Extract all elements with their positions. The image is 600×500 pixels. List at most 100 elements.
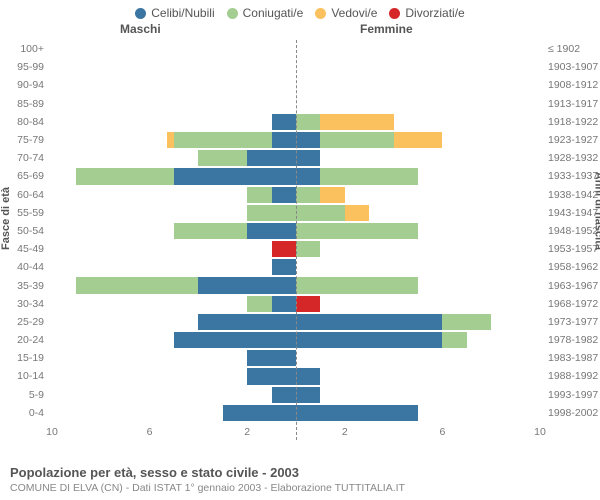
female-bar — [296, 296, 540, 312]
age-label: 55-59 — [17, 207, 52, 219]
bar-segment-celibi — [174, 332, 296, 348]
birth-year-label: 1918-1922 — [540, 116, 598, 128]
legend-swatch — [135, 8, 146, 19]
age-label: 40-44 — [17, 261, 52, 273]
bar-segment-coniugati — [296, 205, 345, 221]
bar-segment-celibi — [296, 168, 320, 184]
female-bar — [296, 314, 540, 330]
bar-segment-celibi — [247, 150, 296, 166]
bar-segment-celibi — [272, 187, 296, 203]
bar-segment-celibi — [247, 223, 296, 239]
male-bar — [52, 187, 296, 203]
legend-label: Divorziati/e — [405, 6, 464, 20]
bar-segment-celibi — [296, 314, 442, 330]
female-bar — [296, 132, 540, 148]
footer-title: Popolazione per età, sesso e stato civil… — [10, 465, 590, 480]
female-bar — [296, 368, 540, 384]
male-bar — [52, 114, 296, 130]
birth-year-label: 1908-1912 — [540, 79, 598, 91]
female-bar — [296, 405, 540, 421]
birth-year-label: 1953-1957 — [540, 243, 598, 255]
female-bar — [296, 259, 540, 275]
birth-year-label: 1923-1927 — [540, 134, 598, 146]
bar-segment-celibi — [198, 277, 296, 293]
legend-swatch — [315, 8, 326, 19]
legend-label: Coniugati/e — [243, 6, 304, 20]
male-bar — [52, 387, 296, 403]
bar-segment-coniugati — [198, 150, 247, 166]
age-label: 30-34 — [17, 298, 52, 310]
age-label: 65-69 — [17, 170, 52, 182]
legend-item: Divorziati/e — [389, 6, 464, 20]
birth-year-label: ≤ 1902 — [540, 43, 580, 55]
bar-segment-celibi — [272, 132, 296, 148]
bar-segment-vedovi — [394, 132, 443, 148]
female-bar — [296, 41, 540, 57]
bar-segment-vedovi — [320, 114, 393, 130]
legend-item: Coniugati/e — [227, 6, 304, 20]
legend-item: Vedovi/e — [315, 6, 377, 20]
male-bar — [52, 150, 296, 166]
male-bar — [52, 296, 296, 312]
bar-segment-celibi — [272, 259, 296, 275]
bar-segment-divorziati — [272, 241, 296, 257]
age-label: 50-54 — [17, 225, 52, 237]
bar-segment-coniugati — [247, 296, 271, 312]
birth-year-label: 1978-1982 — [540, 334, 598, 346]
age-label: 90-94 — [17, 79, 52, 91]
male-bar — [52, 223, 296, 239]
birth-year-label: 1948-1952 — [540, 225, 598, 237]
male-bar — [52, 205, 296, 221]
age-label: 0-4 — [29, 407, 52, 419]
age-label: 100+ — [20, 43, 52, 55]
center-divider — [296, 40, 297, 440]
birth-year-label: 1933-1937 — [540, 170, 598, 182]
x-tick: 10 — [534, 426, 546, 438]
bar-segment-celibi — [223, 405, 296, 421]
legend-swatch — [389, 8, 400, 19]
bar-segment-celibi — [174, 168, 296, 184]
x-tick: 2 — [244, 426, 250, 438]
bar-segment-celibi — [296, 368, 320, 384]
y-axis-title-left: Fasce di età — [0, 187, 12, 250]
age-label: 35-39 — [17, 280, 52, 292]
birth-year-label: 1968-1972 — [540, 298, 598, 310]
bar-segment-coniugati — [442, 314, 491, 330]
legend-label: Vedovi/e — [331, 6, 377, 20]
x-tick: 6 — [147, 426, 153, 438]
male-bar — [52, 77, 296, 93]
age-label: 10-14 — [17, 370, 52, 382]
female-bar — [296, 150, 540, 166]
legend-item: Celibi/Nubili — [135, 6, 214, 20]
bar-segment-coniugati — [247, 187, 271, 203]
chart-footer: Popolazione per età, sesso e stato civil… — [10, 465, 590, 494]
male-bar — [52, 314, 296, 330]
bar-segment-celibi — [296, 387, 320, 403]
age-label: 5-9 — [29, 389, 52, 401]
birth-year-label: 1958-1962 — [540, 261, 598, 273]
birth-year-label: 1993-1997 — [540, 389, 598, 401]
male-bar — [52, 241, 296, 257]
legend: Celibi/Nubili Coniugati/e Vedovi/e Divorzia… — [0, 0, 600, 22]
bar-segment-coniugati — [320, 132, 393, 148]
bar-segment-coniugati — [296, 277, 418, 293]
bar-segment-celibi — [272, 114, 296, 130]
population-pyramid-chart: Celibi/Nubili Coniugati/e Vedovi/e Divorzia… — [0, 0, 600, 500]
bar-segment-celibi — [296, 132, 320, 148]
age-label: 60-64 — [17, 189, 52, 201]
female-bar — [296, 350, 540, 366]
birth-year-label: 1913-1917 — [540, 98, 598, 110]
bar-segment-coniugati — [76, 168, 174, 184]
female-bar — [296, 223, 540, 239]
male-bar — [52, 405, 296, 421]
bar-segment-coniugati — [296, 241, 320, 257]
bar-segment-celibi — [296, 405, 418, 421]
bar-segment-coniugati — [174, 223, 247, 239]
age-label: 45-49 — [17, 243, 52, 255]
male-bar — [52, 96, 296, 112]
bar-segment-coniugati — [296, 114, 320, 130]
bar-segment-vedovi — [345, 205, 369, 221]
birth-year-label: 1963-1967 — [540, 280, 598, 292]
bar-segment-celibi — [272, 296, 296, 312]
age-label: 95-99 — [17, 61, 52, 73]
